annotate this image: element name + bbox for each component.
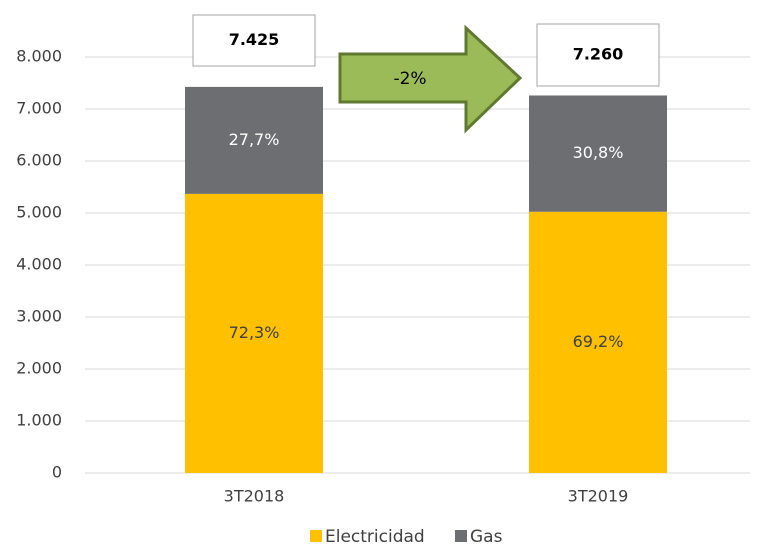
- y-tick-label: 3.000: [16, 307, 62, 326]
- segment-label: 69,2%: [573, 332, 624, 351]
- y-tick-label: 5.000: [16, 203, 62, 222]
- bar-segment: [529, 211, 667, 473]
- y-tick-label: 6.000: [16, 151, 62, 170]
- y-tick-label: 8.000: [16, 47, 62, 66]
- y-tick-label: 0: [52, 463, 62, 482]
- total-box: [536, 23, 660, 87]
- bar-segment: [185, 193, 323, 473]
- legend-label: Gas: [470, 527, 503, 546]
- segment-label: 30,8%: [573, 143, 624, 162]
- y-tick-label: 4.000: [16, 255, 62, 274]
- legend-label: Electricidad: [325, 527, 425, 546]
- y-tick-label: 7.000: [16, 99, 62, 118]
- y-tick-label: 1.000: [16, 411, 62, 430]
- total-box: [192, 14, 316, 67]
- x-tick-label: 3T2018: [224, 487, 285, 506]
- bar-segment: [529, 95, 667, 212]
- change-label: -2%: [393, 69, 426, 89]
- y-tick-label: 2.000: [16, 359, 62, 378]
- total-label: 7.425: [229, 30, 280, 49]
- bar-segment: [185, 86, 323, 194]
- segment-label: 27,7%: [229, 130, 280, 149]
- legend-swatch: [310, 530, 322, 542]
- change-arrow: [338, 24, 523, 134]
- segment-label: 72,3%: [229, 323, 280, 342]
- total-label: 7.260: [573, 45, 624, 64]
- legend-swatch: [455, 530, 467, 542]
- x-tick-label: 3T2019: [568, 487, 629, 506]
